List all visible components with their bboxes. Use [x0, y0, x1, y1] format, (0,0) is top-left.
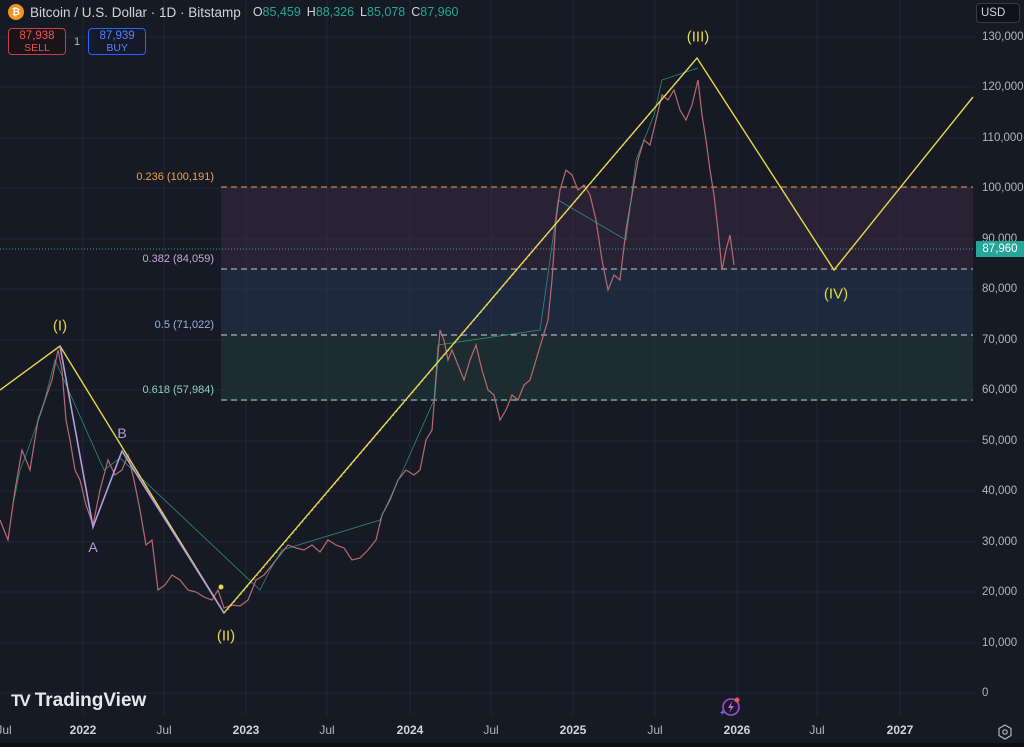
tradingview-logo-icon: TV — [11, 691, 31, 710]
buy-button[interactable]: 87,939 BUY — [88, 28, 147, 55]
tradingview-logo[interactable]: TV TradingView — [11, 690, 147, 711]
x-tick: Jul — [319, 723, 335, 737]
bitcoin-icon: ₿ — [8, 4, 24, 20]
open-value: 85,459 — [262, 5, 301, 19]
wave-label-1: (I) — [52, 317, 68, 335]
y-tick: 120,000 — [982, 81, 1024, 93]
x-tick: Jul — [647, 723, 663, 737]
fib-label-0382: 0.382 (84,059) — [142, 253, 214, 265]
x-tick: 2023 — [232, 723, 260, 737]
y-tick: 110,000 — [982, 132, 1023, 144]
symbol-header[interactable]: ₿ Bitcoin / U.S. Dollar · 1D · Bitstamp … — [8, 4, 459, 20]
y-tick: 60,000 — [982, 384, 1018, 396]
y-tick: 30,000 — [982, 536, 1018, 548]
x-tick: Jul — [0, 723, 12, 737]
symbol-title[interactable]: Bitcoin / U.S. Dollar · 1D · Bitstamp — [30, 4, 241, 20]
x-tick: 2027 — [886, 723, 914, 737]
buy-label: BUY — [106, 41, 128, 54]
abc-correction-lines — [59, 345, 225, 614]
y-tick: 0 — [982, 687, 989, 699]
y-tick: 70,000 — [982, 334, 1018, 346]
price-candles-up — [13, 67, 699, 591]
last-price-badge: 87,960 — [976, 241, 1024, 257]
x-tick: 2024 — [396, 723, 424, 737]
currency-selector[interactable]: USD — [976, 3, 1020, 23]
y-tick: 40,000 — [982, 485, 1018, 497]
sell-button[interactable]: 87,938 SELL — [8, 28, 66, 55]
x-tick: 2022 — [69, 723, 97, 737]
fib-label-0236: 0.236 (100,191) — [136, 171, 214, 183]
abc-label-a: A — [88, 539, 98, 555]
settings-icon[interactable] — [997, 724, 1013, 740]
bolt-icon[interactable] — [719, 696, 741, 718]
marker-dot — [218, 584, 224, 590]
y-tick: 20,000 — [982, 586, 1018, 598]
ohlc-values: O85,459 H88,326 L85,078 C87,960 — [252, 5, 459, 19]
y-tick: 10,000 — [982, 637, 1018, 649]
wave-label-4: (IV) — [823, 285, 849, 303]
elliott-wave-lines — [0, 56, 974, 615]
sell-label: SELL — [24, 41, 50, 54]
fibonacci-zones — [221, 186, 973, 401]
wave-label-3: (III) — [686, 28, 710, 46]
bottom-border — [0, 743, 1024, 747]
y-tick: 130,000 — [982, 31, 1024, 43]
y-tick: 50,000 — [982, 435, 1018, 447]
close-value: 87,960 — [420, 5, 459, 19]
wave-label-2: (II) — [216, 627, 236, 645]
high-value: 88,326 — [315, 5, 355, 19]
x-tick: Jul — [483, 723, 499, 737]
x-tick: Jul — [156, 723, 172, 737]
x-tick: 2026 — [723, 723, 751, 737]
y-tick: 100,000 — [982, 182, 1024, 194]
abc-label-b: B — [117, 425, 127, 441]
spread-value: 1 — [74, 35, 81, 48]
fib-label-0618: 0.618 (57,984) — [142, 384, 214, 396]
buy-price: 87,939 — [99, 29, 135, 42]
trade-panel: 87,938 SELL 1 87,939 BUY — [8, 28, 147, 55]
low-value: 85,078 — [367, 5, 406, 19]
y-tick: 80,000 — [982, 283, 1018, 295]
x-tick: 2025 — [559, 723, 587, 737]
x-tick: Jul — [809, 723, 825, 737]
fib-label-05: 0.5 (71,022) — [154, 319, 214, 331]
sell-price: 87,938 — [19, 29, 55, 42]
